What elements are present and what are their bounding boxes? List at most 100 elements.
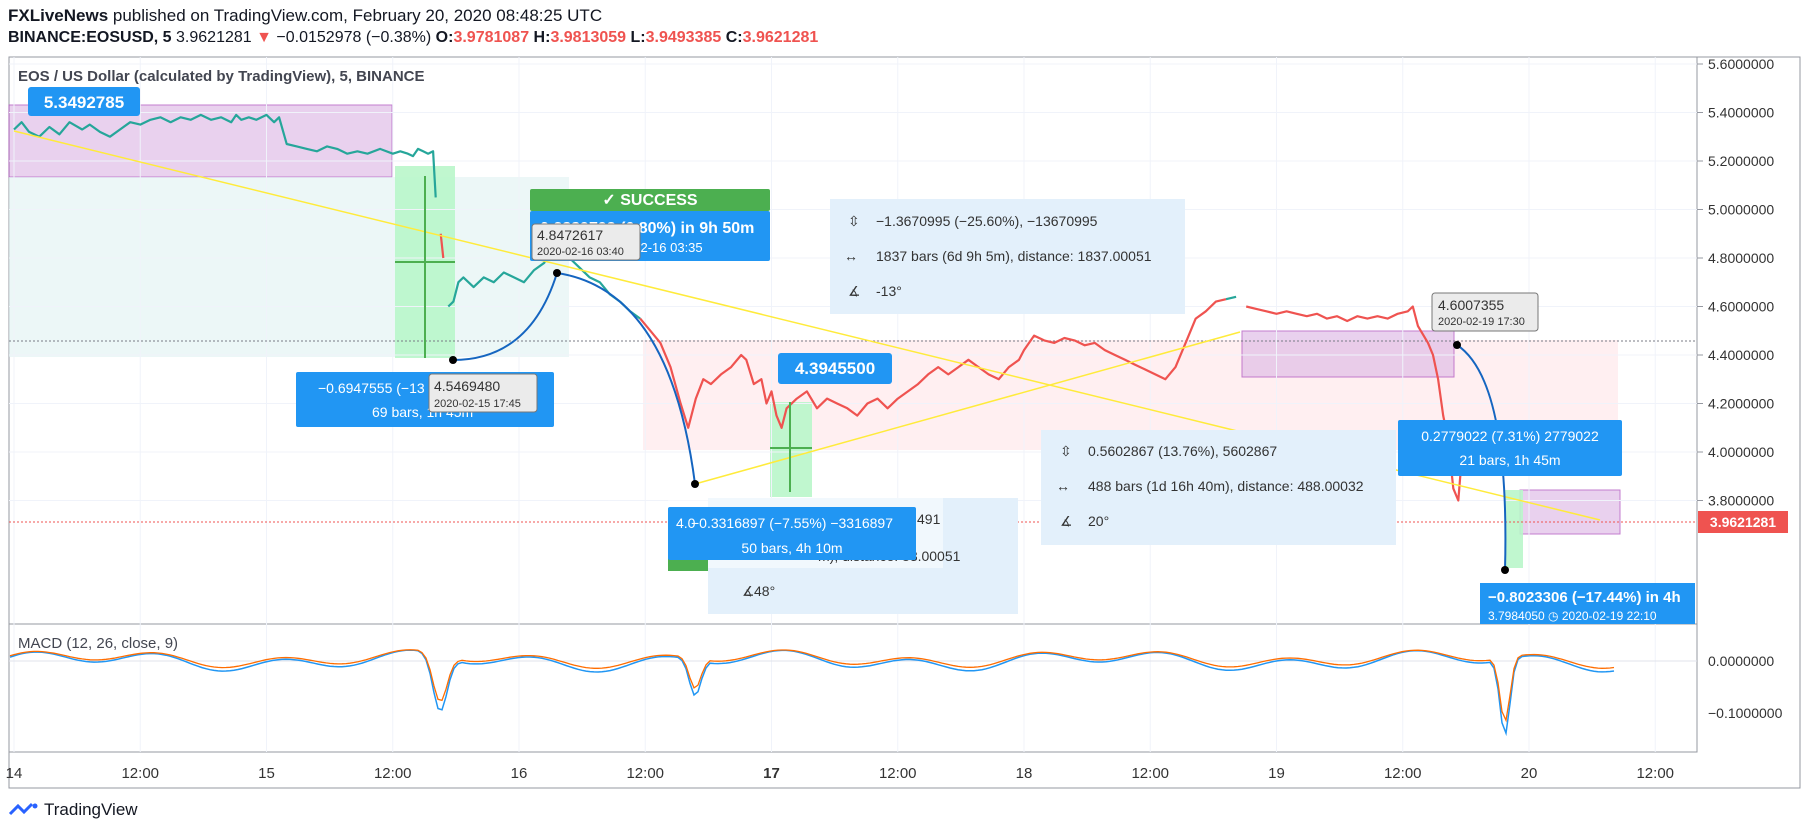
- width-icon: ↔: [844, 248, 858, 264]
- tip2-date: 2020-02-15 17:45: [434, 398, 521, 410]
- close-value: 3.9621281: [742, 29, 819, 46]
- range-box-1: [8, 104, 393, 178]
- tradingview-logo-icon: [8, 802, 38, 816]
- price-label-4394-text: 4.3945500: [795, 359, 875, 378]
- tip1-date: 2020-02-16 03:40: [537, 246, 624, 258]
- trendline-up: [694, 331, 1241, 485]
- x-tick-label: 12:00: [879, 765, 917, 782]
- tip3-price: 4.6007355: [1438, 297, 1504, 313]
- arc-3: [1456, 344, 1507, 571]
- box2-behind2: 491: [917, 511, 941, 527]
- meas1-line1: −1.3670995 (−25.60%), −13670995: [876, 213, 1098, 229]
- meas-panel-2: [1041, 430, 1396, 545]
- angle-icon: ∡: [848, 283, 861, 299]
- tip1-box: [531, 223, 641, 261]
- angle2-value: 48°: [754, 583, 775, 599]
- box3-line2: 21 bars, 1h 45m: [1459, 452, 1560, 468]
- x-tick-label: 12:00: [121, 765, 159, 782]
- macd-pane-frame: [8, 623, 1698, 753]
- width-icon-2: ↔: [1056, 478, 1070, 494]
- meas2-angle: 20°: [1088, 513, 1109, 529]
- tip1-price: 4.8472617: [537, 227, 603, 243]
- price-label-5349-text: 5.3492785: [44, 93, 124, 112]
- x-tick-label: 12:00: [374, 765, 412, 782]
- y-tick-label: 5.0000000: [1708, 202, 1774, 218]
- x-tick-label: 12:00: [1636, 765, 1674, 782]
- publisher-name: FXLiveNews: [8, 6, 109, 25]
- x-tick-label: 19: [1268, 765, 1285, 782]
- price-line-down: [639, 298, 1227, 429]
- box3-line1: 0.2779022 (7.31%) 2779022: [1421, 428, 1599, 444]
- x-tick-label: 14: [6, 765, 23, 782]
- macd-tick-label: 0.0000000: [1708, 653, 1774, 669]
- height-icon-2: ⇳: [1060, 443, 1072, 459]
- success-text: ✓ SUCCESS: [602, 192, 698, 209]
- last-price: 3.9621281: [176, 29, 252, 46]
- box2-success-strip: [668, 557, 708, 571]
- tip2-price: 4.5469480: [434, 378, 500, 394]
- open-value: 3.9781087: [453, 29, 530, 46]
- last-price-axis-label: [1698, 511, 1788, 533]
- x-tick-label: 12:00: [1131, 765, 1169, 782]
- price-label-5349: [28, 87, 140, 116]
- x-tick-label: 15: [258, 765, 275, 782]
- anchor-point: [1453, 341, 1461, 349]
- low-label: L:: [630, 29, 646, 46]
- price-line-down: [439, 233, 445, 259]
- ohlc-line: BINANCE:EOSUSD, 5 3.9621281 ▼ −0.0152978…: [8, 29, 818, 47]
- y-tick-label: 4.0000000: [1708, 444, 1774, 460]
- box3: [1398, 420, 1622, 476]
- tip3-box: [1431, 292, 1539, 332]
- box4: [1480, 583, 1695, 624]
- y-tick-label: 4.6000000: [1708, 299, 1774, 315]
- y-tick-label: 3.8000000: [1708, 493, 1774, 509]
- box2-line2: 50 bars, 4h 10m: [741, 540, 842, 556]
- open-label: O:: [435, 29, 454, 46]
- close-label: C:: [725, 29, 743, 46]
- price-label-4394: [778, 353, 892, 384]
- price-change: −0.0152978 (−0.38%): [276, 29, 432, 46]
- angle-icon-2: ∡: [1060, 513, 1073, 529]
- x-tick-label: 17: [763, 765, 780, 782]
- box4-line2: 3.7984050 ◷ 2020-02-19 22:10: [1488, 609, 1657, 623]
- arc-2: [556, 272, 696, 485]
- price-line-up: [13, 113, 437, 198]
- tip2-box: [428, 373, 538, 413]
- low-value: 3.9493385: [645, 29, 722, 46]
- symbol: BINANCE:EOSUSD, 5: [8, 29, 172, 46]
- height-icon: ⇳: [848, 213, 860, 229]
- y-tick-label: 5.4000000: [1708, 105, 1774, 121]
- chart-title: EOS / US Dollar (calculated by TradingVi…: [18, 68, 425, 85]
- outer-frame: [8, 56, 1801, 789]
- x-tick-label: 16: [511, 765, 528, 782]
- x-tick-label: 18: [1016, 765, 1033, 782]
- box1-line1: −0.6947555 (−13: [318, 380, 425, 396]
- publish-line: FXLiveNews published on TradingView.com,…: [8, 6, 602, 26]
- macd-layer: [9, 649, 1697, 737]
- macd-line: [9, 649, 1615, 737]
- y-tick-label: 4.8000000: [1708, 250, 1774, 266]
- stop-zone-1: [9, 177, 569, 357]
- x-tick-label: 20: [1521, 765, 1538, 782]
- x-tick-label: 12:00: [1384, 765, 1422, 782]
- meas2-line1: 0.5602867 (13.76%), 5602867: [1088, 443, 1277, 459]
- annotation-layer: 5.3492785 ✓ SUCCESS 0.2889793 (6.80%) in…: [28, 87, 1695, 624]
- price-series-layer: [13, 113, 1601, 574]
- anchor-point: [691, 480, 699, 488]
- box2-behind: 4.0: [676, 515, 696, 531]
- high-value: 3.9813059: [550, 29, 627, 46]
- published-text: published on TradingView.com, February 2…: [112, 6, 603, 25]
- time-axis: 14 12:00 15 12:00 16 12:00 17 12:00 18 12:00 19 12:…: [6, 765, 1674, 782]
- footer-brand[interactable]: TradingView: [8, 800, 138, 820]
- arc-1: [452, 272, 558, 361]
- macd-tick-label: −0.1000000: [1708, 705, 1783, 721]
- last-price-axis-text: 3.9621281: [1710, 514, 1776, 530]
- signal-line: [9, 649, 1615, 723]
- y-tick-label: 5.2000000: [1708, 153, 1774, 169]
- price-line-up: [1225, 295, 1237, 301]
- success-banner: [530, 189, 770, 211]
- anchor-point: [1501, 566, 1509, 574]
- meas1-angle: -13°: [876, 283, 902, 299]
- angle2-icon: ∡: [742, 583, 755, 599]
